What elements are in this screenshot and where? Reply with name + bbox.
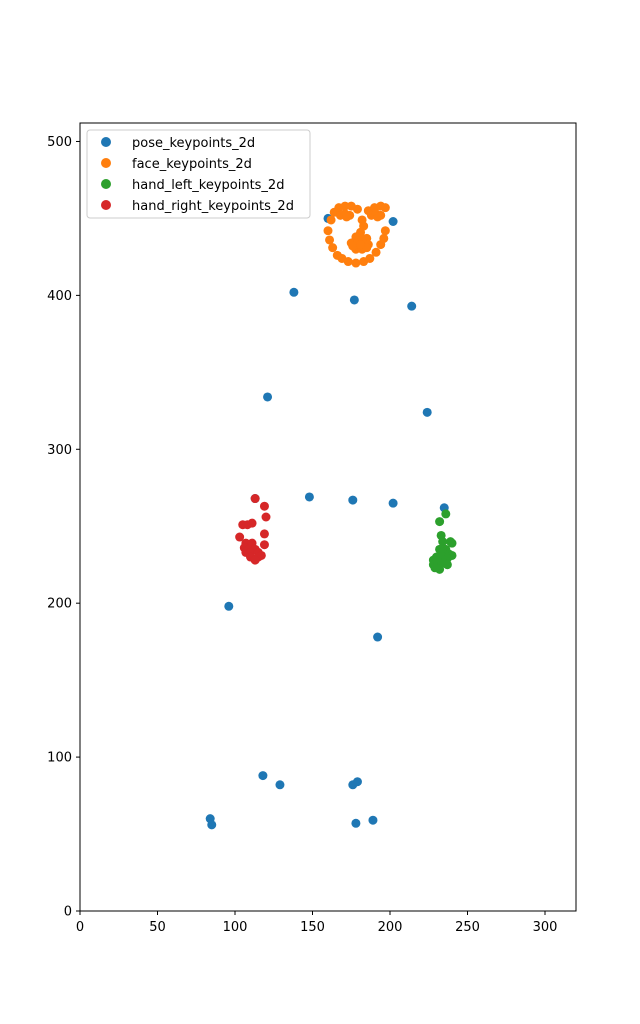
data-point [207, 820, 217, 830]
data-point [407, 301, 417, 311]
data-point [438, 537, 448, 547]
data-point [365, 253, 375, 263]
data-point [373, 212, 383, 222]
data-point [259, 529, 269, 539]
data-point [348, 495, 358, 505]
x-tick-label: 200 [378, 920, 403, 935]
series-hand_right_keypoints_2d [235, 494, 271, 565]
series-hand_left_keypoints_2d [428, 509, 457, 574]
data-point [388, 217, 398, 226]
data-point [356, 240, 366, 250]
data-point [247, 518, 257, 528]
data-point [388, 498, 398, 508]
x-tick-label: 300 [533, 920, 558, 935]
data-point [349, 295, 359, 305]
data-point [379, 233, 389, 243]
data-point [348, 241, 358, 251]
data-point [259, 501, 269, 511]
data-point [371, 247, 381, 257]
data-point [263, 392, 273, 402]
data-point [224, 601, 234, 611]
data-point [441, 509, 451, 519]
data-point [422, 407, 432, 417]
data-point [289, 287, 299, 297]
data-point [304, 492, 314, 502]
legend-marker-hand-left [101, 179, 111, 189]
y-tick-label: 200 [47, 597, 72, 612]
data-point [340, 201, 350, 211]
data-point [447, 538, 457, 548]
x-tick-label: 100 [223, 920, 248, 935]
data-point [435, 517, 445, 527]
data-point [328, 243, 338, 253]
y-tick-label: 500 [47, 135, 72, 150]
data-point [326, 215, 336, 225]
legend-label-face: face_keypoints_2d [132, 157, 252, 172]
data-point [352, 204, 362, 214]
legend-marker-hand-right [101, 200, 111, 210]
legend-marker-face [101, 158, 111, 168]
plot-frame [79, 122, 577, 912]
data-point [351, 258, 361, 268]
data-point [352, 777, 362, 787]
series-face_keypoints_2d [323, 201, 390, 268]
y-tick-label: 300 [47, 443, 72, 458]
data-point [275, 780, 285, 790]
data-point [261, 512, 271, 522]
data-point [325, 235, 335, 245]
legend-marker-pose [101, 137, 111, 147]
data-point [435, 564, 445, 574]
x-tick-label: 250 [455, 920, 480, 935]
y-tick-label: 0 [64, 905, 72, 920]
x-tick-label: 50 [149, 920, 166, 935]
y-tick-label: 400 [47, 289, 72, 304]
data-point [368, 815, 378, 825]
data-point [259, 540, 269, 550]
x-tick-label: 150 [300, 920, 325, 935]
x-tick-label: 0 [76, 920, 84, 935]
axis-ticks: 0 50 100 150 200 250 300 0 100 200 300 400 500 [47, 135, 557, 935]
data-point [380, 203, 390, 213]
data-point [442, 560, 452, 570]
data-point [343, 257, 353, 267]
data-point [250, 494, 260, 504]
data-point [342, 212, 352, 222]
legend: pose_keypoints_2d face_keypoints_2d hand… [86, 129, 311, 219]
data-point [380, 226, 390, 236]
data-point [323, 226, 333, 236]
y-tick-label: 100 [47, 751, 72, 766]
data-point [235, 532, 245, 542]
data-point [258, 771, 268, 781]
legend-label-hand-right: hand_right_keypoints_2d [132, 199, 294, 214]
legend-box [86, 129, 311, 219]
data-points [205, 201, 457, 830]
data-point [351, 818, 361, 828]
legend-label-hand-left: hand_left_keypoints_2d [132, 178, 284, 193]
legend-label-pose: pose_keypoints_2d [132, 136, 255, 151]
data-point [250, 555, 260, 565]
data-point [373, 632, 383, 642]
